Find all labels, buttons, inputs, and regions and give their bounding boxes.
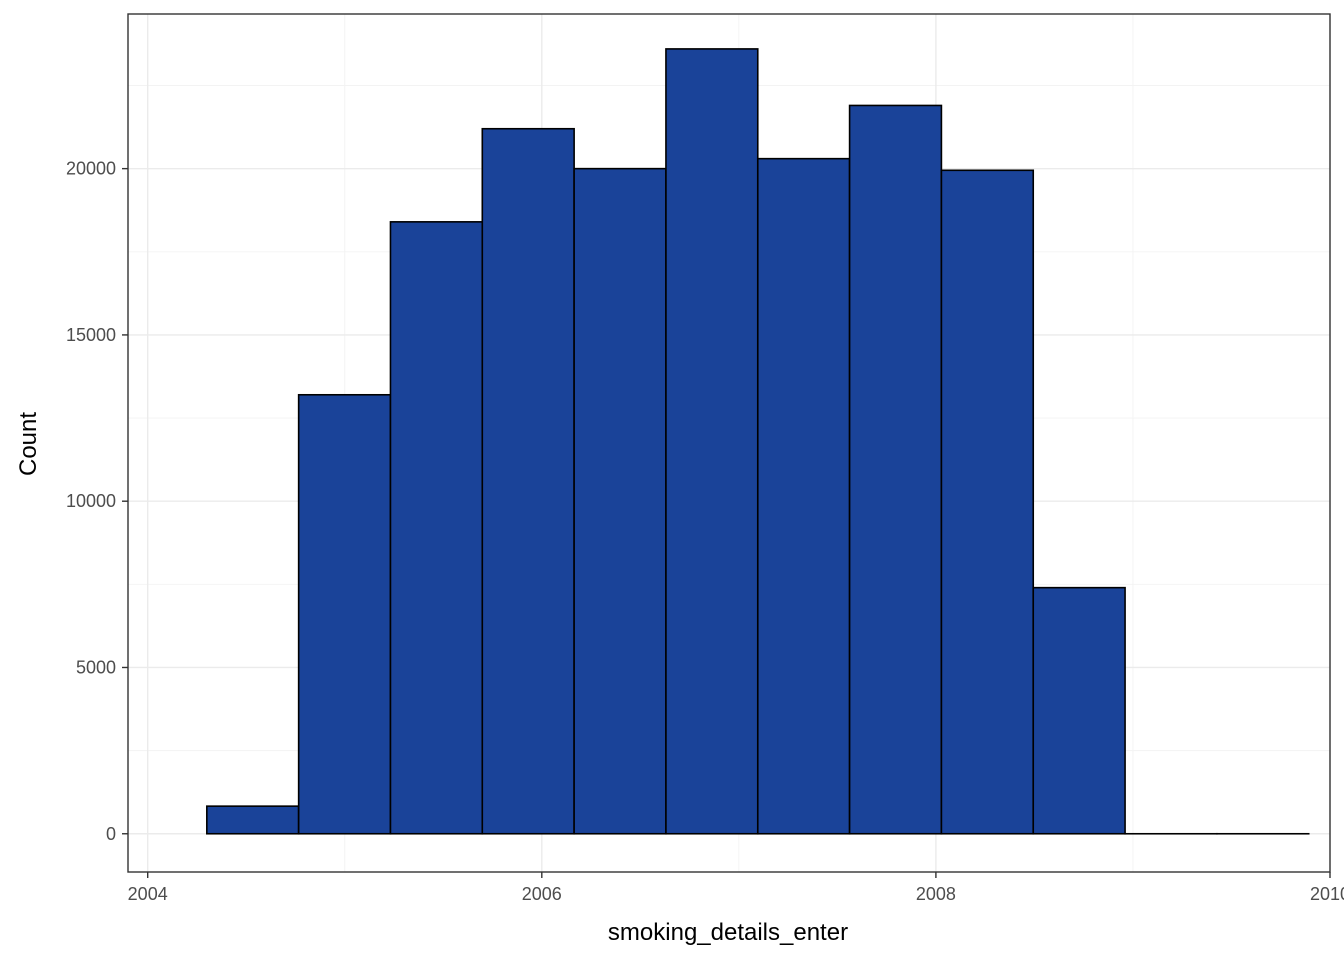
histogram-bar (297, 393, 392, 835)
histogram-bar (940, 169, 1035, 835)
x-tick-label: 2006 (522, 884, 562, 904)
histogram-bar (665, 48, 759, 835)
y-tick-label: 15000 (66, 325, 116, 345)
x-tick-label: 2008 (916, 884, 956, 904)
y-tick-label: 20000 (66, 159, 116, 179)
histogram-bar (1032, 586, 1126, 835)
x-tick-label: 2004 (128, 884, 168, 904)
histogram-bar (573, 167, 667, 835)
y-axis-title: Count (15, 412, 42, 476)
histogram-bar (481, 127, 575, 835)
histogram-bar (206, 805, 300, 835)
y-tick-label: 5000 (76, 657, 116, 677)
y-tick-label: 10000 (66, 491, 116, 511)
bars (206, 48, 1310, 835)
histogram-bar (756, 157, 851, 835)
histogram-bar (848, 104, 943, 835)
y-tick-label: 0 (106, 824, 116, 844)
panel-border (127, 13, 1331, 873)
histogram-bar (389, 221, 484, 835)
x-axis-title: smoking_details_enter (608, 919, 848, 946)
